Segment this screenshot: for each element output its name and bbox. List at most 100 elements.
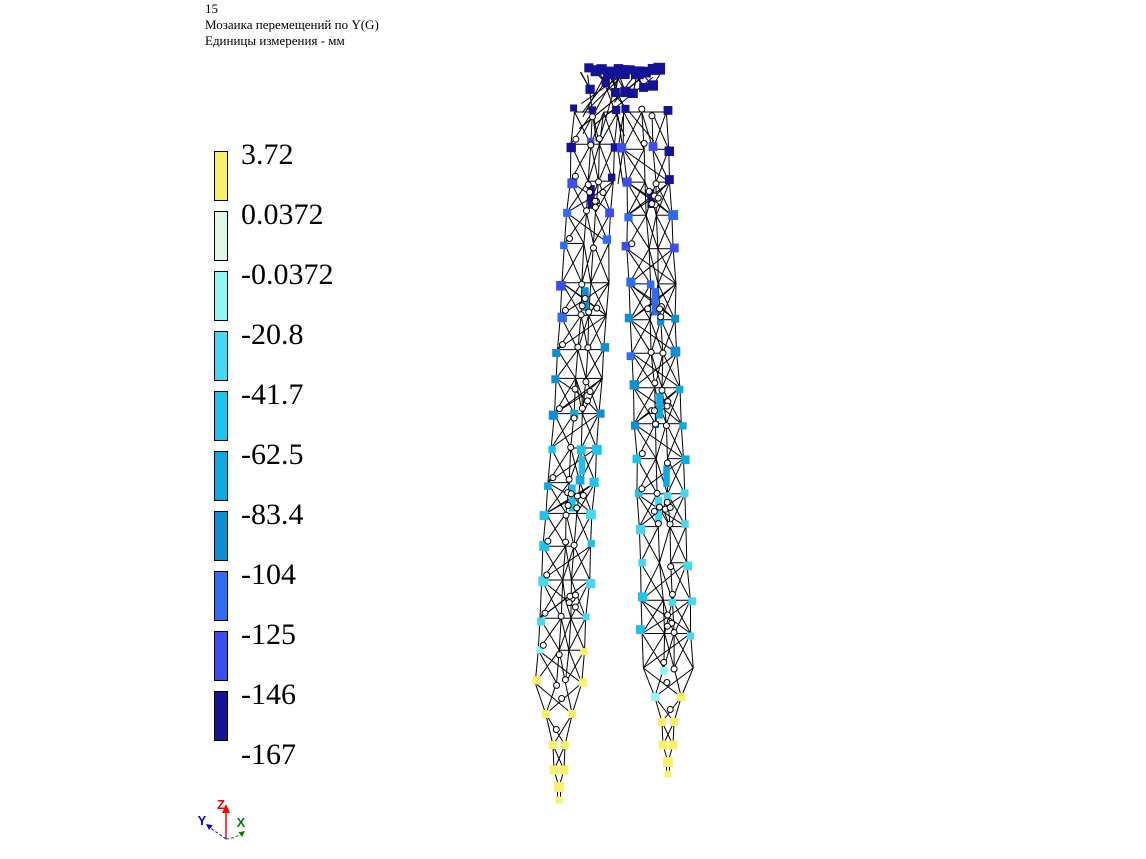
node-marker	[549, 741, 557, 749]
element-line	[610, 181, 614, 213]
element-line	[585, 349, 589, 379]
node-marker	[544, 482, 552, 490]
hinge-circle	[571, 385, 579, 393]
element-line	[547, 447, 552, 483]
hinge-circle	[553, 681, 561, 689]
element-line	[654, 283, 677, 303]
node-marker	[601, 78, 610, 88]
hinge-circle	[567, 443, 575, 451]
hinge-circle	[660, 658, 668, 666]
node-marker	[668, 210, 679, 220]
hinge-circle	[570, 541, 578, 549]
node-marker	[625, 65, 635, 75]
element-line	[665, 111, 670, 150]
node-marker	[626, 352, 635, 361]
element-line	[648, 215, 657, 249]
node-marker	[658, 740, 668, 750]
element-line	[669, 182, 673, 216]
hinge-circle	[663, 622, 671, 630]
legend-color-swatch	[214, 331, 228, 381]
element-line	[661, 353, 678, 388]
element-line	[655, 423, 667, 459]
element-line	[627, 181, 646, 216]
element-line	[669, 526, 672, 563]
element-line	[659, 405, 682, 425]
node-marker	[620, 86, 631, 98]
element-line	[580, 282, 583, 316]
hinge-circle	[561, 306, 569, 314]
element-line	[657, 283, 676, 320]
node-marker	[548, 410, 558, 420]
hinge-circle	[572, 135, 580, 143]
legend-color-swatch	[214, 151, 228, 201]
hinge-circle	[574, 343, 582, 351]
element-line	[665, 423, 684, 459]
element-line	[633, 387, 660, 407]
node-marker	[596, 64, 607, 75]
element-line	[643, 149, 646, 183]
element-line	[683, 458, 686, 494]
element-bar	[656, 392, 664, 419]
node-marker	[566, 142, 576, 153]
node-marker	[577, 445, 586, 454]
element-line	[631, 319, 651, 354]
node-marker	[669, 243, 679, 253]
element-line	[583, 212, 587, 244]
node-marker	[586, 509, 596, 520]
element-line	[626, 182, 628, 216]
hinge-circle	[543, 571, 551, 579]
node-marker	[668, 740, 678, 750]
node-marker	[559, 765, 569, 775]
element-line	[673, 633, 694, 669]
node-marker	[578, 678, 587, 687]
hinge-circle	[652, 420, 659, 428]
hinge-circle	[544, 537, 552, 545]
hinge-circle	[584, 397, 591, 405]
node-marker	[591, 444, 602, 455]
node-marker	[664, 770, 672, 778]
node-marker	[603, 66, 616, 80]
element-line	[581, 413, 597, 449]
hinge-circle	[579, 492, 587, 499]
element-bar	[578, 456, 586, 475]
y-axis-arrowhead	[206, 824, 213, 830]
element-line	[580, 315, 589, 350]
element-line	[655, 215, 659, 249]
hinge-circle	[650, 507, 658, 515]
node-marker	[585, 84, 595, 94]
legend-boundary-value: 0.0372	[241, 198, 324, 231]
element-line	[570, 579, 587, 619]
element-line	[622, 149, 628, 183]
element-line	[582, 72, 617, 135]
hinge-circle	[638, 105, 646, 113]
legend-color-swatch	[214, 631, 228, 681]
node-marker	[560, 241, 568, 250]
hinge-circle	[664, 611, 672, 619]
node-marker	[628, 88, 638, 98]
element-line	[659, 562, 664, 601]
element-line	[554, 378, 557, 414]
node-marker	[688, 597, 697, 606]
element-line	[665, 423, 668, 459]
hinge-circle	[539, 641, 547, 649]
hinge-circle	[549, 474, 557, 482]
element-line	[644, 182, 647, 216]
hinge-circle	[647, 348, 655, 356]
element-line	[564, 650, 586, 684]
hinge-circle	[591, 203, 599, 211]
node-marker	[636, 525, 646, 535]
node-marker	[538, 576, 549, 587]
node-marker	[624, 313, 634, 323]
element-line	[640, 599, 669, 618]
element-line	[564, 212, 568, 244]
element-bar	[663, 465, 670, 487]
element-line	[633, 387, 656, 424]
element-line	[545, 513, 567, 547]
legend-boundary-value: -41.7	[241, 378, 304, 411]
node-marker	[621, 241, 631, 251]
hinge-circle	[645, 187, 653, 195]
node-displacement-markers	[532, 62, 697, 804]
element-line	[633, 423, 684, 460]
element-line	[666, 423, 682, 459]
element-line	[648, 248, 659, 285]
